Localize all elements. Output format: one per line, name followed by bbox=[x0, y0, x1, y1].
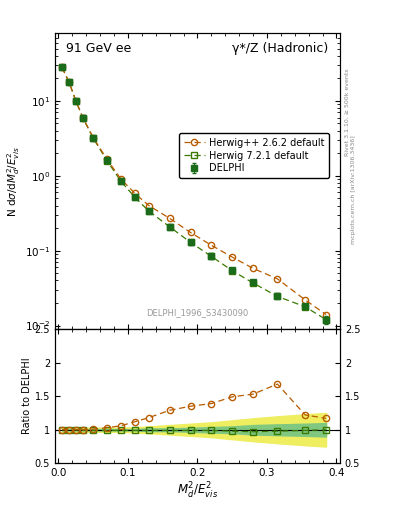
Herwig++ 2.6.2 default bbox=[275, 276, 280, 282]
Herwig++ 2.6.2 default bbox=[105, 157, 110, 163]
Herwig 7.2.1 default bbox=[188, 239, 193, 245]
Line: Herwig 7.2.1 default: Herwig 7.2.1 default bbox=[59, 65, 329, 323]
Herwig++ 2.6.2 default bbox=[66, 79, 71, 85]
Herwig++ 2.6.2 default bbox=[303, 297, 308, 303]
Legend: Herwig++ 2.6.2 default, Herwig 7.2.1 default, DELPHI: Herwig++ 2.6.2 default, Herwig 7.2.1 def… bbox=[179, 133, 329, 178]
Herwig++ 2.6.2 default bbox=[147, 203, 151, 209]
Text: γ*/Z (Hadronic): γ*/Z (Hadronic) bbox=[232, 42, 329, 55]
Herwig 7.2.1 default bbox=[60, 65, 64, 71]
Herwig++ 2.6.2 default bbox=[230, 254, 235, 260]
Herwig 7.2.1 default bbox=[119, 178, 123, 184]
Herwig++ 2.6.2 default bbox=[188, 229, 193, 236]
Herwig 7.2.1 default bbox=[91, 135, 95, 141]
Herwig++ 2.6.2 default bbox=[81, 115, 85, 121]
Herwig 7.2.1 default bbox=[167, 224, 172, 230]
Text: DELPHI_1996_S3430090: DELPHI_1996_S3430090 bbox=[146, 308, 249, 317]
Herwig 7.2.1 default bbox=[81, 115, 85, 121]
Y-axis label: Ratio to DELPHI: Ratio to DELPHI bbox=[22, 358, 32, 435]
Line: Herwig++ 2.6.2 default: Herwig++ 2.6.2 default bbox=[59, 65, 329, 318]
Herwig 7.2.1 default bbox=[132, 194, 137, 200]
Herwig 7.2.1 default bbox=[105, 158, 110, 164]
Herwig 7.2.1 default bbox=[209, 253, 214, 260]
Herwig 7.2.1 default bbox=[73, 98, 78, 104]
X-axis label: $M^2_d$/$E^2_{vis}$: $M^2_d$/$E^2_{vis}$ bbox=[177, 481, 218, 501]
Y-axis label: N d$\sigma$/d$M^2_d$/$E^2_{vis}$: N d$\sigma$/d$M^2_d$/$E^2_{vis}$ bbox=[5, 145, 22, 217]
Herwig 7.2.1 default bbox=[251, 280, 255, 286]
Text: Rivet 3.1.10, ≥ 500k events: Rivet 3.1.10, ≥ 500k events bbox=[345, 69, 350, 157]
Herwig 7.2.1 default bbox=[230, 268, 235, 274]
Herwig 7.2.1 default bbox=[324, 316, 329, 323]
Herwig 7.2.1 default bbox=[147, 208, 151, 214]
Herwig++ 2.6.2 default bbox=[209, 242, 214, 248]
Herwig 7.2.1 default bbox=[66, 79, 71, 85]
Herwig 7.2.1 default bbox=[303, 304, 308, 310]
Herwig++ 2.6.2 default bbox=[73, 98, 78, 104]
Text: 91 GeV ee: 91 GeV ee bbox=[66, 42, 132, 55]
Herwig++ 2.6.2 default bbox=[119, 176, 123, 182]
Herwig++ 2.6.2 default bbox=[324, 311, 329, 317]
Herwig++ 2.6.2 default bbox=[167, 215, 172, 221]
Herwig++ 2.6.2 default bbox=[91, 135, 95, 141]
Herwig 7.2.1 default bbox=[275, 293, 280, 300]
Herwig++ 2.6.2 default bbox=[60, 65, 64, 71]
Herwig++ 2.6.2 default bbox=[251, 265, 255, 271]
Text: mcplots.cern.ch [arXiv:1306.3436]: mcplots.cern.ch [arXiv:1306.3436] bbox=[351, 135, 356, 244]
Herwig++ 2.6.2 default bbox=[132, 190, 137, 197]
